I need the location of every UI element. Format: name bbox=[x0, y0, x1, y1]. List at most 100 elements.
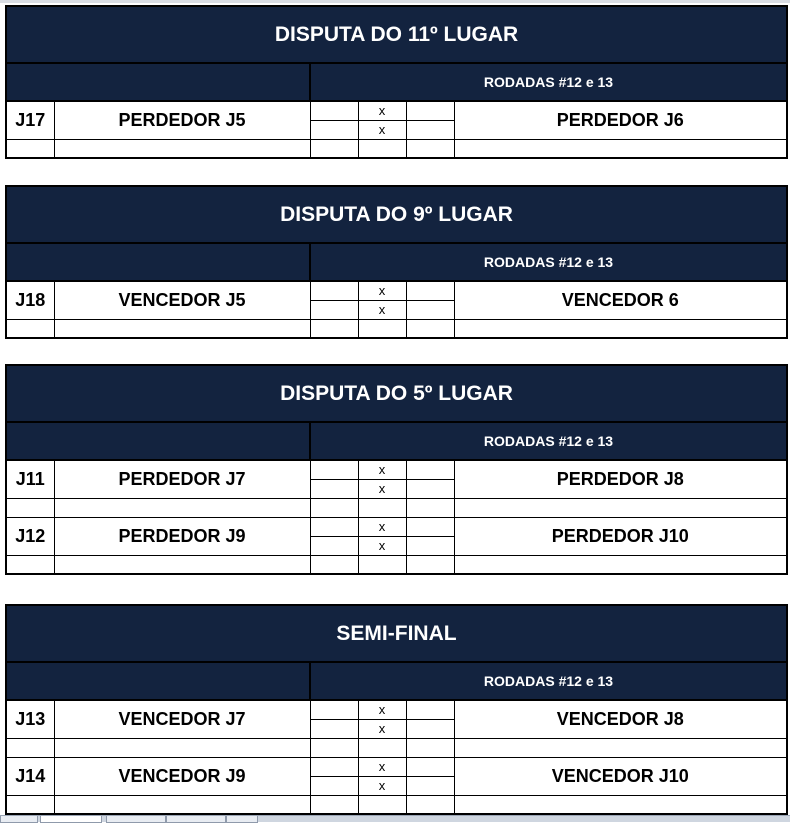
empty-cell[interactable] bbox=[5, 737, 55, 758]
rounds-label: RODADAS #12 e 13 bbox=[308, 62, 789, 102]
empty-cell[interactable] bbox=[357, 794, 407, 815]
away-score-cell[interactable] bbox=[405, 699, 455, 720]
insert-sheet-tab[interactable] bbox=[226, 816, 258, 823]
empty-cell[interactable] bbox=[357, 554, 407, 575]
rounds-label: RODADAS #12 e 13 bbox=[309, 661, 788, 701]
home-score-cell[interactable] bbox=[309, 459, 359, 480]
home-team: PERDEDOR J9 bbox=[53, 516, 311, 556]
versus-mark: x bbox=[357, 775, 407, 796]
empty-cell[interactable] bbox=[453, 138, 789, 159]
away-score-cell[interactable] bbox=[405, 100, 455, 121]
empty-cell[interactable] bbox=[53, 737, 311, 758]
empty-cell[interactable] bbox=[53, 554, 311, 575]
empty-cell[interactable] bbox=[5, 138, 55, 159]
header-cell[interactable] bbox=[5, 661, 311, 701]
match-id: J11 bbox=[5, 459, 55, 499]
sheet-tab[interactable] bbox=[166, 816, 226, 823]
empty-cell[interactable] bbox=[453, 318, 789, 339]
empty-cell[interactable] bbox=[453, 737, 788, 758]
away-score-cell[interactable] bbox=[405, 280, 455, 301]
empty-cell[interactable] bbox=[309, 138, 359, 159]
empty-cell[interactable] bbox=[405, 794, 455, 815]
away-team: VENCEDOR J10 bbox=[453, 756, 788, 796]
empty-cell[interactable] bbox=[357, 138, 407, 159]
empty-cell[interactable] bbox=[5, 497, 55, 518]
empty-cell[interactable] bbox=[309, 737, 359, 758]
section-title: DISPUTA DO 9º LUGAR bbox=[4, 185, 789, 244]
empty-cell[interactable] bbox=[405, 497, 455, 518]
home-score-cell[interactable] bbox=[309, 516, 359, 537]
home-team: VENCEDOR J9 bbox=[53, 756, 311, 796]
match-row: J13 VENCEDOR J7 x VENCEDOR J8 bbox=[5, 699, 788, 739]
empty-cell[interactable] bbox=[357, 737, 407, 758]
versus-mark: x bbox=[357, 299, 407, 320]
header-cell[interactable] bbox=[5, 421, 311, 461]
home-team: VENCEDOR J7 bbox=[53, 699, 311, 739]
home-team: VENCEDOR J5 bbox=[53, 280, 311, 320]
empty-cell[interactable] bbox=[309, 554, 359, 575]
empty-cell[interactable] bbox=[53, 497, 311, 518]
home-score-cell[interactable] bbox=[309, 299, 359, 320]
spacer-row bbox=[5, 737, 788, 758]
home-score-cell[interactable] bbox=[309, 699, 359, 720]
home-score-cell[interactable] bbox=[309, 535, 359, 556]
empty-cell[interactable] bbox=[357, 497, 407, 518]
empty-cell[interactable] bbox=[53, 138, 311, 159]
away-team: PERDEDOR J6 bbox=[453, 100, 789, 140]
versus-mark: x bbox=[357, 535, 407, 556]
empty-cell[interactable] bbox=[453, 497, 789, 518]
sheet-tab[interactable] bbox=[0, 816, 38, 823]
home-score-cell[interactable] bbox=[309, 119, 359, 140]
section-title: DISPUTA DO 5º LUGAR bbox=[4, 364, 789, 423]
empty-cell[interactable] bbox=[5, 554, 55, 575]
spacer-row bbox=[5, 554, 789, 575]
away-score-cell[interactable] bbox=[405, 775, 455, 796]
sheet-tab-active[interactable] bbox=[40, 816, 102, 823]
away-score-cell[interactable] bbox=[405, 459, 455, 480]
empty-cell[interactable] bbox=[309, 497, 359, 518]
empty-cell[interactable] bbox=[5, 794, 55, 815]
versus-mark: x bbox=[357, 516, 407, 537]
home-score-cell[interactable] bbox=[309, 280, 359, 301]
away-score-cell[interactable] bbox=[405, 718, 455, 739]
empty-cell[interactable] bbox=[405, 138, 455, 159]
match-row: J14 VENCEDOR J9 x VENCEDOR J10 bbox=[5, 756, 788, 796]
home-score-cell[interactable] bbox=[309, 718, 359, 739]
empty-cell[interactable] bbox=[405, 554, 455, 575]
spacer-row bbox=[5, 138, 789, 159]
bracket-section: SEMI-FINAL RODADAS #12 e 13 J13 VENCEDOR J7… bbox=[5, 604, 788, 815]
away-score-cell[interactable] bbox=[405, 535, 455, 556]
home-score-cell[interactable] bbox=[309, 100, 359, 121]
empty-cell[interactable] bbox=[5, 318, 55, 339]
match-row: J12 PERDEDOR J9 x PERDEDOR J10 bbox=[5, 516, 789, 556]
header-cell[interactable] bbox=[5, 242, 311, 282]
home-team: PERDEDOR J5 bbox=[53, 100, 311, 140]
away-score-cell[interactable] bbox=[405, 478, 455, 499]
away-team: PERDEDOR J10 bbox=[453, 516, 789, 556]
empty-cell[interactable] bbox=[309, 318, 359, 339]
header-cell[interactable] bbox=[5, 62, 311, 102]
away-score-cell[interactable] bbox=[405, 119, 455, 140]
sheet-tab[interactable] bbox=[106, 816, 166, 823]
empty-cell[interactable] bbox=[453, 554, 789, 575]
home-score-cell[interactable] bbox=[309, 756, 359, 777]
versus-mark: x bbox=[357, 699, 407, 720]
home-score-cell[interactable] bbox=[309, 775, 359, 796]
empty-cell[interactable] bbox=[405, 318, 455, 339]
section-title: DISPUTA DO 11º LUGAR bbox=[4, 5, 789, 64]
away-score-cell[interactable] bbox=[405, 299, 455, 320]
empty-cell[interactable] bbox=[453, 794, 788, 815]
away-score-cell[interactable] bbox=[405, 516, 455, 537]
away-team: PERDEDOR J8 bbox=[453, 459, 789, 499]
home-score-cell[interactable] bbox=[309, 478, 359, 499]
empty-cell[interactable] bbox=[309, 794, 359, 815]
match-id: J14 bbox=[5, 756, 55, 796]
empty-cell[interactable] bbox=[357, 318, 407, 339]
empty-cell[interactable] bbox=[405, 737, 455, 758]
versus-mark: x bbox=[357, 718, 407, 739]
empty-cell[interactable] bbox=[53, 794, 311, 815]
match-id: J12 bbox=[5, 516, 55, 556]
away-score-cell[interactable] bbox=[405, 756, 455, 777]
match-id: J13 bbox=[5, 699, 55, 739]
empty-cell[interactable] bbox=[53, 318, 311, 339]
